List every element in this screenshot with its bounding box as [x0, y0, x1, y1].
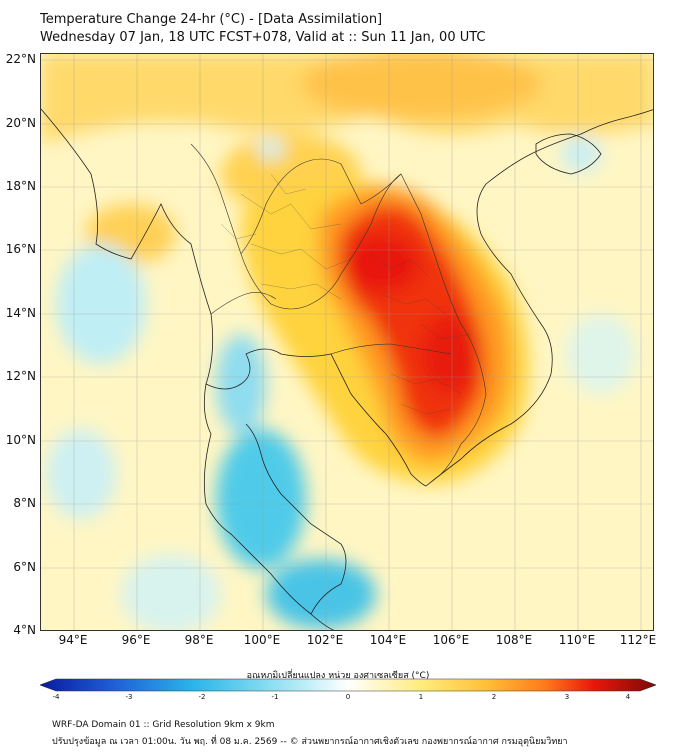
map-panel [40, 53, 654, 631]
lon-label: 98°E [184, 633, 214, 647]
lat-label: 6°N [13, 560, 36, 574]
coastlines [41, 108, 653, 630]
lat-label: 20°N [5, 116, 36, 130]
colorbar-label: อุณหภูมิเปลี่ยนแปลง หน่วย องศาเซลเซียส (… [246, 671, 430, 681]
colorbar-tick: -4 [52, 693, 60, 701]
footer-model-info: WRF-DA Domain 01 :: Grid Resolution 9km … [52, 720, 275, 730]
temperature-field [41, 54, 653, 630]
lon-label: 102°E [306, 633, 344, 647]
colorbar-tick: 4 [625, 693, 631, 701]
colorbar-tick: 2 [491, 693, 497, 701]
lon-label: 108°E [495, 633, 533, 647]
province-lines [220, 173, 472, 415]
colorbar-tick: -2 [198, 693, 206, 701]
lon-label: 96°E [121, 633, 151, 647]
chart-subtitle: Wednesday 07 Jan, 18 UTC FCST+078, Valid… [40, 30, 486, 45]
lon-label: 110°E [558, 633, 596, 647]
lon-label: 104°E [369, 633, 407, 647]
colorbar-tick: -3 [125, 693, 133, 701]
lat-label: 22°N [5, 52, 36, 66]
chart-title: Temperature Change 24-hr (°C) - [Data As… [40, 12, 383, 27]
colorbar-tick: 1 [418, 693, 424, 701]
colorbar-tick: 3 [564, 693, 570, 701]
lon-label: 112°E [619, 633, 657, 647]
lat-label: 4°N [13, 623, 36, 637]
lon-label: 94°E [58, 633, 88, 647]
lat-label: 16°N [5, 242, 36, 256]
lat-label: 14°N [5, 306, 36, 320]
colorbar-tick: 0 [345, 693, 351, 701]
temperature-change-map [41, 54, 653, 630]
borders [190, 143, 487, 475]
lon-label: 100°E [243, 633, 281, 647]
colorbar [40, 678, 656, 692]
colorbar-tick: -1 [271, 693, 279, 701]
lat-label: 18°N [5, 179, 36, 193]
footer-credit: ปรับปรุงข้อมูล ณ เวลา 01:00น. วัน พฤ. ที… [52, 737, 568, 747]
lat-label: 8°N [13, 496, 36, 510]
lat-label: 10°N [5, 433, 36, 447]
lat-label: 12°N [5, 369, 36, 383]
lon-label: 106°E [432, 633, 470, 647]
